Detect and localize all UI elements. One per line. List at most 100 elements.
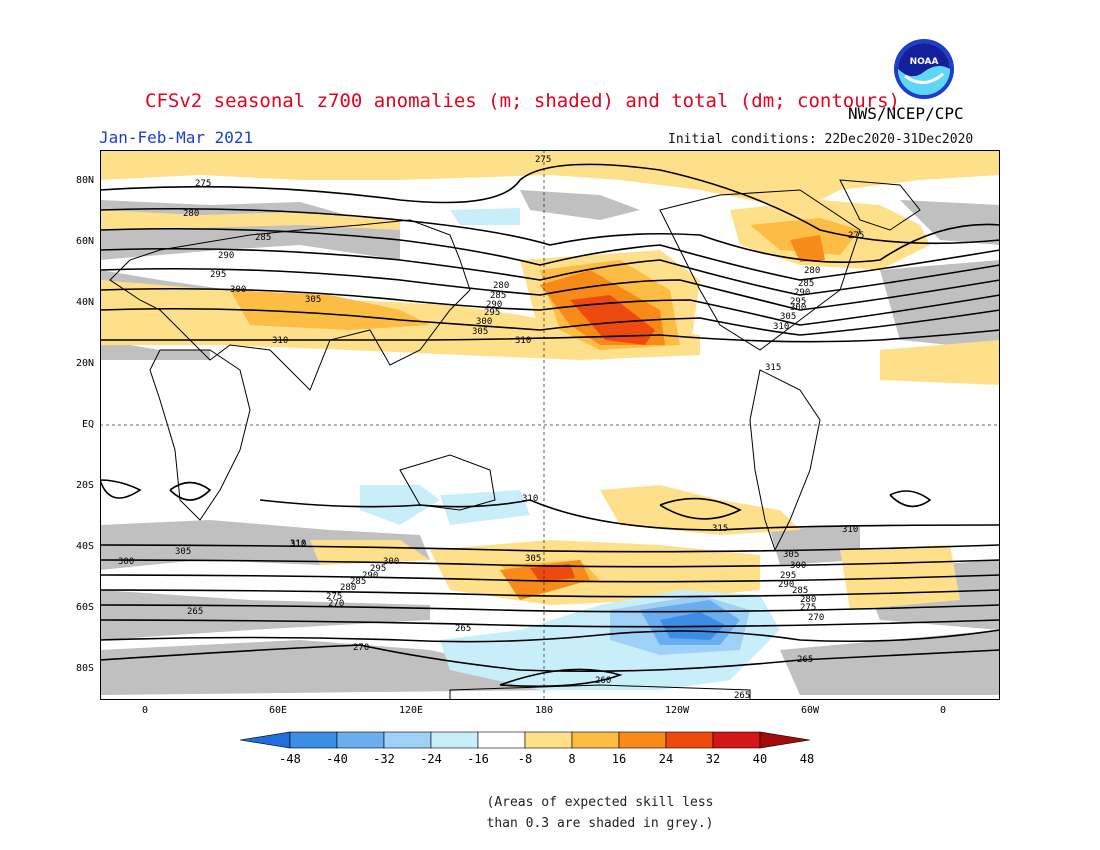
contour-label: 265: [187, 607, 203, 617]
contour-label: 290: [218, 251, 234, 261]
contour-label: 275: [535, 155, 551, 165]
contour-label: 265: [734, 691, 750, 700]
colorbar-label: 40: [752, 752, 768, 766]
colorbar-label: 8: [568, 752, 576, 766]
lon-label: 120E: [398, 705, 424, 716]
contour-label: 280: [183, 209, 199, 219]
colorbar-swatch: [383, 731, 432, 749]
height-contours: [100, 163, 1000, 688]
colorbar-swatch: [477, 731, 526, 749]
contour-label: 265: [455, 624, 471, 634]
colorbar: [239, 731, 811, 749]
colorbar-swatch: [665, 731, 714, 749]
contour-label: 290: [362, 571, 378, 581]
contour-label: 275: [848, 231, 864, 241]
colorbar-label: -8: [517, 752, 533, 766]
contour-labels: 275 275 280 285 290 295 300 305 310 310 …: [118, 155, 864, 700]
contour-label: 300: [230, 285, 246, 295]
colorbar-label: -32: [373, 752, 395, 766]
colorbar-left-arrow: [239, 731, 291, 749]
contour-label: 260: [595, 676, 611, 686]
contour-label: 285: [798, 279, 814, 289]
contour-label: 310: [272, 336, 288, 346]
contour-label: 305: [305, 295, 321, 305]
contour-label: 295: [370, 564, 386, 574]
contour-label: 290: [794, 288, 810, 298]
contour-label: 275: [800, 603, 816, 613]
lat-label: 20S: [75, 480, 94, 491]
contour-label: 290: [486, 300, 502, 310]
coastlines: [109, 179, 921, 700]
skill-note-line: (Areas of expected skill less: [486, 795, 714, 810]
colorbar-right-arrow: [759, 731, 811, 749]
contour-label: 300: [476, 317, 492, 327]
noaa-logo: NOAA: [894, 39, 954, 99]
contour-label: 295: [484, 308, 500, 318]
contour-label: 285: [255, 233, 271, 243]
lon-label: 60W: [800, 705, 820, 716]
contour-label: 290: [778, 580, 794, 590]
contour-label: 275: [326, 592, 342, 602]
lat-label: 40S: [75, 541, 94, 552]
colorbar-swatch: [618, 731, 667, 749]
season-label: Jan-Feb-Mar 2021: [99, 128, 254, 147]
contour-label: 305: [175, 547, 191, 557]
lat-label: 40N: [75, 297, 94, 308]
contour-label: 300: [790, 303, 806, 313]
contour-label: 315: [765, 363, 781, 373]
contour-label: 310: [522, 494, 538, 504]
contour-label: 315: [712, 524, 728, 534]
colorbar-label: 16: [611, 752, 627, 766]
colorbar-label: 32: [705, 752, 721, 766]
contour-label: 300: [118, 557, 134, 567]
chart-title: CFSv2 seasonal z700 anomalies (m; shaded…: [145, 90, 900, 112]
colorbar-label: -40: [326, 752, 348, 766]
lat-label: 60N: [75, 236, 94, 247]
lon-label: 0: [141, 705, 149, 716]
contour-label: 300: [383, 557, 399, 567]
contour-label: 310: [773, 322, 789, 332]
contour-label: 270: [353, 643, 369, 653]
contour-label: 295: [210, 270, 226, 280]
contour-label: 305: [525, 554, 541, 564]
lat-label: 80S: [75, 663, 94, 674]
anomaly-map: 275 275 280 285 290 295 300 305 310 310 …: [100, 150, 1000, 700]
colorbar-swatch: [524, 731, 573, 749]
colorbar-swatch: [289, 731, 338, 749]
colorbar-swatches: [239, 731, 811, 749]
colorbar-label: -24: [420, 752, 442, 766]
contour-label: 265: [797, 655, 813, 665]
noaa-logo-text: NOAA: [910, 57, 939, 67]
contour-label: 285: [350, 577, 366, 587]
contour-label: 270: [328, 599, 344, 609]
lon-label: 120W: [664, 705, 690, 716]
colorbar-swatch: [571, 731, 620, 749]
contour-label: 305: [780, 312, 796, 322]
lon-label: 180: [534, 705, 554, 716]
contour-label: 275: [195, 179, 211, 189]
skill-note: (Areas of expected skill less than 0.3 a…: [470, 792, 730, 834]
map-gridlines: [100, 150, 1000, 700]
contour-label: 310: [290, 540, 306, 550]
lat-label: 80N: [75, 175, 94, 186]
contour-label: 280: [804, 266, 820, 276]
colorbar-label: -48: [279, 752, 301, 766]
lat-label: 60S: [75, 602, 94, 613]
colorbar-label: -16: [467, 752, 489, 766]
colorbar-label: 24: [658, 752, 674, 766]
contour-label: 310: [515, 336, 531, 346]
contour-label: 305: [783, 550, 799, 560]
contour-label: 310: [842, 525, 858, 535]
contour-label: 300: [790, 561, 806, 571]
lon-label: 0: [939, 705, 947, 716]
contour-label: 305: [472, 327, 488, 337]
contour-label: 280: [340, 583, 356, 593]
contour-label: 295: [790, 297, 806, 307]
colorbar-swatch: [336, 731, 385, 749]
lat-label: 20N: [75, 358, 94, 369]
lat-label: EQ: [81, 419, 94, 430]
skill-note-line: than 0.3 are shaded in grey.): [486, 816, 714, 831]
contour-label: 310: [290, 539, 306, 549]
contour-label: 280: [800, 595, 816, 605]
contour-label: 295: [780, 571, 796, 581]
